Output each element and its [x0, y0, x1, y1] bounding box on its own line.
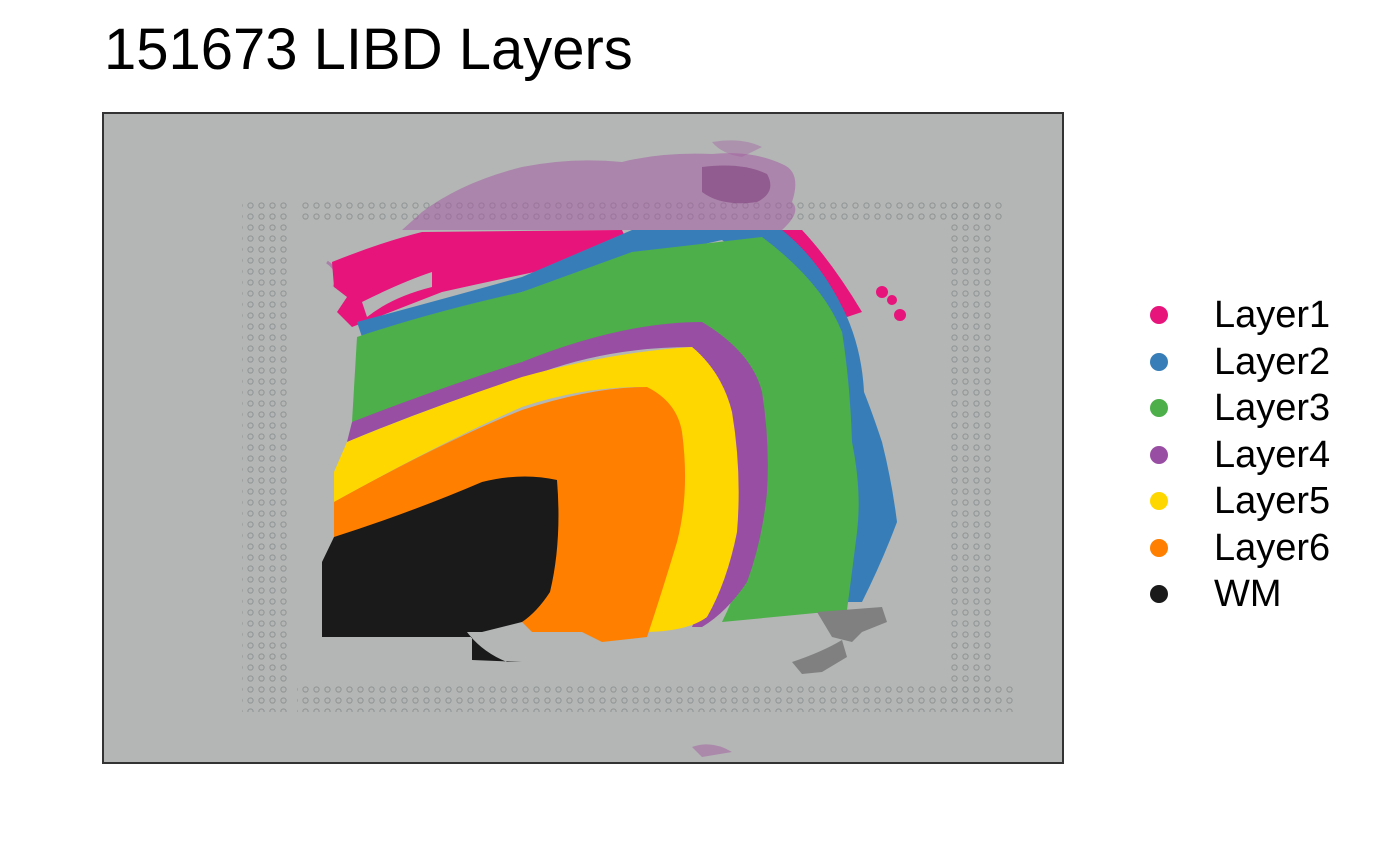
tissue-image-panel [102, 112, 1064, 764]
legend-label-layer3: Layer3 [1214, 387, 1331, 430]
legend-item-layer5: Layer5 [1150, 478, 1330, 525]
legend-dot-layer2 [1150, 352, 1168, 371]
legend-label-layer4: Layer4 [1214, 433, 1331, 476]
legend-item-layer6: Layer6 [1150, 525, 1330, 572]
legend-dot-wm [1150, 585, 1168, 604]
legend-label-layer1: Layer1 [1214, 294, 1331, 337]
legend-dot-layer4 [1150, 445, 1168, 464]
legend-item-layer2: Layer2 [1150, 339, 1330, 386]
legend-item-layer1: Layer1 [1150, 292, 1330, 339]
legend-dot-layer5 [1150, 492, 1168, 511]
legend-label-layer2: Layer2 [1214, 340, 1331, 383]
legend-dot-layer3 [1150, 399, 1168, 418]
legend: Layer1 Layer2 Layer3 Layer4 Layer5 Layer… [1150, 292, 1330, 618]
fiducial-frame [242, 202, 1017, 712]
spots-layer4 [347, 322, 768, 627]
legend-item-wm: WM [1150, 571, 1330, 618]
spots-layer6 [334, 387, 686, 642]
spots-layer3 [352, 237, 859, 622]
legend-dot-layer1 [1150, 306, 1168, 325]
legend-label-layer5: Layer5 [1214, 480, 1331, 523]
spots-layer5 [334, 347, 739, 632]
legend-item-layer3: Layer3 [1150, 385, 1330, 432]
spots-wm [322, 476, 559, 662]
legend-item-layer4: Layer4 [1150, 432, 1330, 479]
tissue-stain [326, 140, 796, 757]
legend-label-layer6: Layer6 [1214, 526, 1331, 569]
spots-unlabeled [792, 607, 887, 674]
legend-label-wm: WM [1214, 573, 1282, 616]
legend-dot-layer6 [1150, 538, 1168, 557]
panel-border [102, 112, 1064, 764]
plot-title: 151673 LIBD Layers [104, 17, 633, 82]
